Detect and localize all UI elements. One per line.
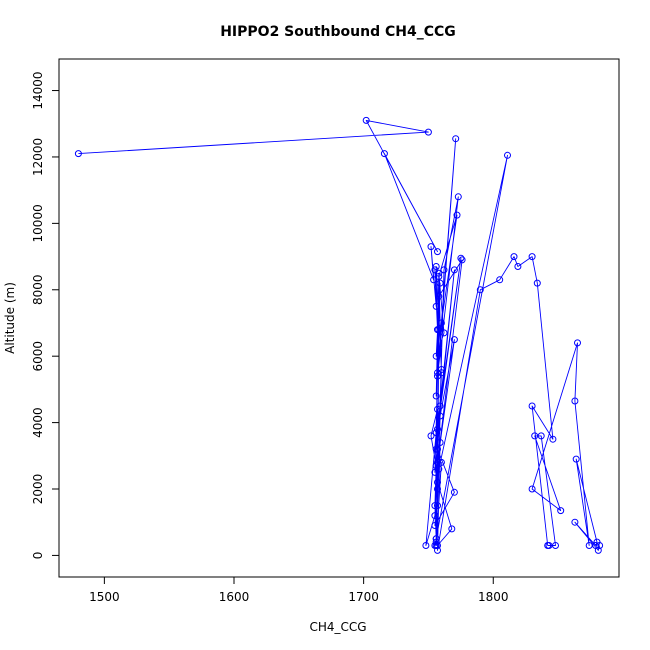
y-tick-label: 10000	[31, 204, 45, 242]
data-point	[434, 248, 441, 256]
y-tick-label: 4000	[31, 407, 45, 438]
data-point	[572, 455, 580, 463]
data-point	[422, 542, 430, 549]
data-point	[424, 128, 432, 136]
data-point	[434, 445, 441, 453]
series-line	[78, 119, 601, 551]
data-point	[427, 243, 435, 251]
data-point	[440, 329, 448, 337]
data-point	[552, 542, 559, 549]
data-point	[450, 488, 458, 496]
series-layer	[74, 116, 604, 554]
data-point	[434, 546, 441, 554]
x-axis-label: CH4_CCG	[309, 620, 366, 634]
data-point	[432, 538, 440, 546]
data-point	[434, 405, 441, 413]
data-point	[571, 397, 579, 405]
data-point	[452, 135, 460, 143]
chart-title: HIPPO2 Southbound CH4_CCG	[220, 24, 456, 40]
x-tick-label: 1500	[89, 590, 120, 604]
data-point	[432, 263, 440, 270]
data-point	[432, 429, 440, 437]
data-point	[434, 542, 441, 549]
plot-frame	[58, 58, 620, 578]
data-point	[434, 485, 441, 493]
data-point	[457, 254, 465, 262]
x-tick-label: 1600	[219, 590, 250, 604]
data-point	[510, 253, 518, 261]
data-point	[448, 525, 456, 533]
data-point	[432, 392, 440, 400]
data-point	[427, 432, 435, 440]
x-axis: 1500 1600 1700 1800	[89, 576, 509, 604]
data-point	[432, 535, 440, 543]
data-point	[434, 369, 441, 377]
data-point	[571, 518, 579, 526]
data-point	[450, 336, 458, 344]
data-point	[430, 276, 438, 284]
data-point	[440, 266, 448, 274]
data-point	[533, 279, 541, 287]
data-point	[528, 402, 536, 410]
y-tick-label: 2000	[31, 474, 45, 505]
data-point	[431, 502, 439, 510]
data-point	[549, 435, 557, 443]
y-tick-label: 0	[31, 552, 45, 560]
data-point	[504, 151, 511, 159]
data-point	[437, 458, 445, 466]
y-tick-label: 14000	[31, 71, 45, 109]
data-point	[514, 263, 522, 270]
data-point	[528, 485, 536, 493]
data-point	[528, 253, 536, 261]
data-point	[434, 502, 441, 510]
data-point	[362, 116, 370, 124]
data-point	[496, 276, 504, 284]
data-point	[435, 273, 443, 280]
data-point	[434, 478, 441, 486]
data-point	[435, 269, 443, 277]
y-tick-label: 12000	[31, 138, 45, 176]
data-point	[434, 425, 441, 433]
data-point	[436, 439, 444, 446]
data-point	[380, 150, 388, 158]
data-point	[437, 369, 445, 377]
data-point	[557, 507, 565, 515]
y-tick-label: 8000	[31, 275, 45, 306]
data-point	[435, 326, 443, 334]
data-point	[434, 458, 441, 466]
data-point	[432, 352, 440, 360]
data-point	[432, 302, 440, 310]
y-tick-label: 6000	[31, 341, 45, 372]
data-point	[596, 542, 604, 549]
data-point	[594, 546, 602, 554]
data-point	[458, 256, 466, 264]
data-point	[531, 432, 539, 440]
data-point	[436, 279, 444, 287]
data-point	[435, 292, 443, 300]
data-point	[574, 339, 581, 347]
data-point	[74, 150, 82, 158]
y-axis-label: Altitude (m)	[3, 282, 17, 354]
data-point	[436, 412, 444, 420]
data-point	[450, 266, 458, 274]
data-point	[431, 522, 439, 529]
data-point	[454, 193, 462, 201]
data-point	[435, 465, 443, 473]
data-point	[437, 319, 445, 327]
x-tick-label: 1700	[348, 590, 379, 604]
data-point	[453, 211, 461, 219]
y-axis: 0 2000 4000 6000 8000 10000 12000 14000	[31, 71, 60, 560]
x-tick-label: 1800	[478, 590, 509, 604]
data-point	[476, 286, 484, 294]
data-point	[431, 512, 439, 520]
